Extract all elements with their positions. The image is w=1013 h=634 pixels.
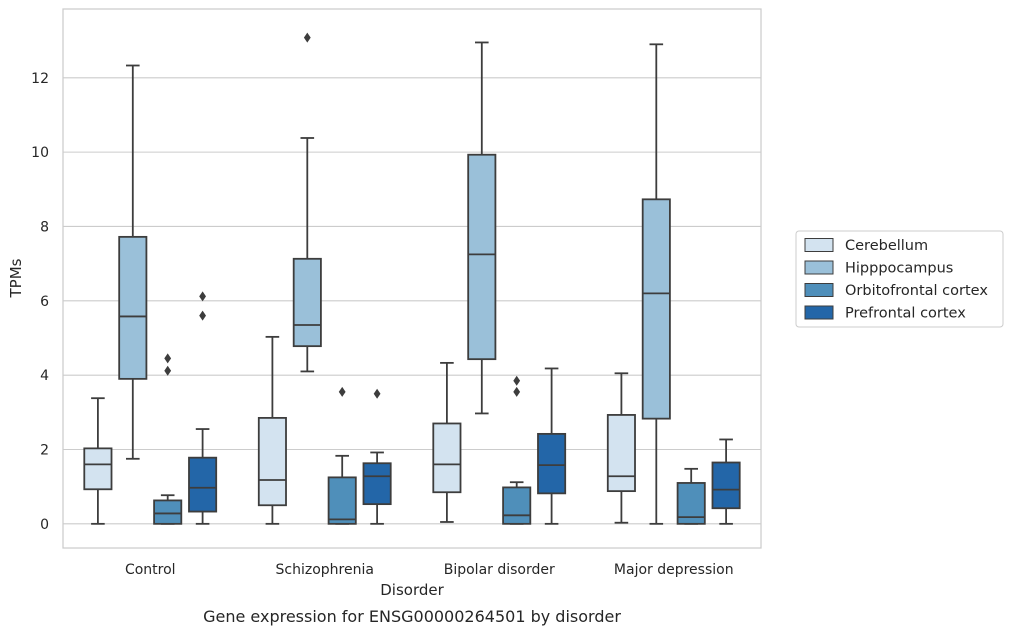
iqr-box: [502, 486, 532, 525]
outlier-point: [513, 375, 521, 386]
y-tick-label: 2: [40, 442, 49, 458]
y-tick-label: 8: [40, 219, 49, 235]
legend-label: Hipppocampus: [845, 261, 953, 277]
box-hipppocampus-0: [118, 64, 148, 460]
y-axis-title: TPMs: [7, 258, 25, 298]
iqr-box: [118, 235, 148, 380]
x-axis-title: Disorder: [380, 581, 444, 599]
iqr-box: [362, 462, 392, 506]
y-tick-label: 10: [31, 145, 49, 161]
box-hipppocampus-2: [467, 41, 497, 415]
box-prefrontal-cortex-0: [188, 291, 218, 525]
box-cerebellum-1: [257, 335, 287, 525]
iqr-box: [188, 456, 218, 513]
box-orbitofrontal-cortex-1: [327, 386, 357, 525]
outlier-point: [164, 365, 172, 376]
iqr-box: [641, 198, 671, 420]
x-tick-label: Schizophrenia: [276, 562, 374, 578]
x-tick-labels: Control Schizophrenia Bipolar disorder Majo…: [125, 562, 734, 578]
outlier-point: [199, 291, 206, 302]
box-hipppocampus-3: [641, 43, 671, 525]
legend-label: Cerebellum: [845, 238, 928, 254]
box-orbitofrontal-cortex-0: [153, 353, 183, 525]
box-prefrontal-cortex-3: [711, 438, 741, 525]
legend-items: Cerebellum Hipppocampus Orbitofrontal cort…: [804, 238, 988, 322]
y-tick-label: 4: [40, 368, 49, 384]
iqr-box: [257, 416, 287, 507]
legend-swatch: [804, 305, 834, 320]
box-orbitofrontal-cortex-2: [502, 375, 532, 525]
plot-frame: [62, 8, 762, 549]
x-tick-label: Major depression: [614, 562, 734, 578]
iqr-box: [83, 447, 113, 491]
iqr-box: [467, 153, 497, 361]
box-prefrontal-cortex-2: [537, 367, 567, 525]
box-cerebellum-2: [432, 361, 462, 523]
outlier-point: [338, 386, 346, 397]
box-cerebellum-0: [83, 397, 113, 525]
outlier-point: [513, 386, 521, 397]
iqr-box: [606, 414, 636, 493]
iqr-box: [432, 422, 462, 494]
y-tick-label: 0: [40, 517, 49, 533]
iqr-box: [711, 461, 741, 510]
legend-swatch: [804, 260, 834, 275]
box-prefrontal-cortex-1: [362, 388, 392, 525]
x-tick-label: Control: [125, 562, 176, 578]
iqr-box: [327, 476, 357, 525]
y-tick-label: 12: [31, 71, 49, 87]
outlier-point: [373, 388, 381, 399]
box-hipppocampus-1: [292, 32, 322, 373]
x-tick-label: Bipolar disorder: [444, 562, 555, 578]
legend-swatch: [804, 238, 834, 252]
y-tick-labels: 0 2 4 6 8 10 12: [31, 71, 49, 533]
iqr-box: [153, 499, 183, 525]
box-cerebellum-3: [606, 372, 636, 524]
legend-frame: [795, 230, 1004, 328]
legend: Cerebellum Hipppocampus Orbitofrontal cort…: [795, 230, 1004, 328]
legend-label: Orbitofrontal cortex: [845, 283, 988, 299]
iqr-box: [292, 257, 322, 348]
iqr-box: [537, 432, 567, 495]
y-tick-label: 6: [40, 294, 49, 310]
outlier-point: [164, 353, 172, 364]
outlier-point: [199, 310, 206, 321]
box-orbitofrontal-cortex-3: [676, 467, 706, 525]
legend-label: Prefrontal cortex: [845, 306, 966, 322]
outlier-point: [303, 32, 311, 43]
legend-swatch: [804, 283, 834, 297]
chart-caption: Gene expression for ENSG00000264501 by d…: [203, 607, 621, 626]
boxes: [83, 32, 741, 525]
